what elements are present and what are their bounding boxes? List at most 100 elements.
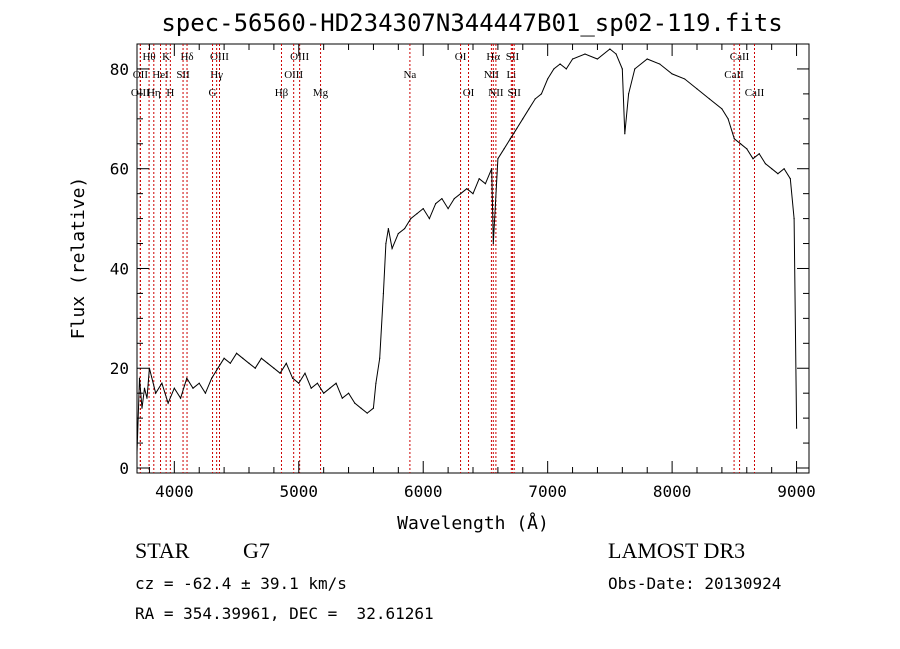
marker-label: CaII (745, 87, 765, 99)
spectrum-point (453, 198, 455, 200)
spectrum-point (167, 402, 169, 404)
spectrum-point (397, 232, 399, 235)
x-tick-label: 6000 (404, 482, 443, 501)
spectrum-point (584, 53, 586, 55)
spectrum-point (260, 357, 263, 359)
spectrum-point (447, 208, 449, 210)
spectrum-point (267, 362, 269, 364)
marker-label: OIII (284, 69, 303, 81)
marker-label: Hα (486, 51, 500, 63)
marker-label: Hθ (142, 51, 155, 63)
y-tick-label: 80 (110, 60, 129, 79)
spectrum-point (403, 227, 406, 230)
spectrum-point (379, 357, 381, 359)
spectrum-point (615, 53, 617, 55)
spectrum-point (186, 377, 188, 379)
marker-label: K (162, 51, 170, 63)
spectrum-point (441, 198, 443, 200)
y-axis-ticks: 0 20 40 60 80 (110, 60, 809, 478)
spectrum-point (565, 68, 567, 70)
spectrum-point (375, 382, 377, 384)
spectrum-point (141, 407, 143, 409)
spectrum-point (382, 292, 384, 295)
spectrum-point (347, 392, 350, 394)
spectrum-point (528, 108, 530, 110)
spectrum-point (148, 367, 151, 369)
spectrum-point (764, 163, 767, 165)
spectrum-point (540, 93, 543, 95)
spectrum-point (739, 143, 742, 145)
spectrum-point (335, 382, 337, 384)
spectrum-point (223, 357, 225, 359)
marker-label: NII (488, 87, 504, 99)
y-tick-label: 20 (110, 359, 129, 378)
spectrum-point (416, 213, 418, 215)
y-tick-label: 0 (119, 459, 129, 478)
spectrum-point (793, 217, 795, 220)
survey-name: LAMOST DR3 (608, 538, 746, 563)
marker-label: OI (455, 51, 467, 63)
marker-label: OIII (290, 51, 309, 63)
x-tick-label: 9000 (777, 482, 816, 501)
spectrum-point (491, 168, 493, 170)
spectrum-point (385, 242, 387, 245)
marker-label: OIII (131, 87, 150, 99)
spectrum-point (727, 118, 729, 120)
spectrum-point (596, 58, 599, 60)
spectrum-point (146, 397, 148, 399)
marker-label: Mg (313, 87, 329, 99)
spectrum-point (387, 227, 389, 230)
spectrum-series-line (136, 48, 798, 454)
spectrum-point (155, 392, 157, 394)
spectrum-point (466, 188, 468, 190)
x-axis-label: Wavelength (Å) (397, 512, 549, 534)
spectrum-point (515, 128, 518, 130)
marker-label: Hη (147, 87, 161, 99)
spectrum-point (624, 133, 626, 135)
x-tick-label: 5000 (280, 482, 319, 501)
spectrum-point (204, 392, 207, 394)
spectrum-point (229, 362, 231, 364)
spectrum-point (198, 382, 200, 384)
marker-label: CaII (724, 69, 744, 81)
spectrum-point (410, 217, 412, 220)
marker-label: H (166, 87, 174, 99)
spectrum-point (192, 387, 194, 389)
spectrum-point (733, 138, 735, 140)
spectrum-point (509, 138, 511, 140)
marker-label: SII (506, 51, 520, 63)
y-tick-label: 60 (110, 160, 129, 179)
spectrum-point (217, 367, 219, 369)
spectrum-point (559, 63, 561, 65)
spectrum-point (627, 93, 630, 95)
spectrum-point (372, 407, 375, 409)
marker-label: Li (506, 69, 516, 81)
spectrum-point (248, 362, 250, 364)
redshift-velocity: cz = -62.4 ± 39.1 km/s (135, 574, 347, 593)
spectrum-point (422, 208, 424, 210)
spectrum-point (484, 183, 487, 185)
spectrum-point (634, 68, 636, 70)
spectrum-point (789, 178, 791, 180)
spectrum-point (752, 158, 754, 160)
spectrum-point (254, 367, 256, 369)
spectrum-point (534, 98, 536, 100)
marker-label: Hβ (275, 87, 289, 99)
marker-label: OI (463, 87, 475, 99)
marker-label: Hγ (210, 69, 223, 81)
spectrum-point (659, 63, 661, 65)
spectrum-point (211, 377, 213, 379)
y-axis-label: Flux (relative) (68, 177, 89, 340)
spectrum-point (173, 387, 175, 389)
spectrum-point (783, 168, 785, 170)
spectrum-point (329, 387, 331, 389)
spectrum-point (478, 178, 480, 180)
coordinates: RA = 354.39961, DEC = 32.61261 (135, 604, 434, 623)
spectrum-point (696, 88, 698, 90)
spectrum-point (354, 402, 356, 404)
y-tick-label: 40 (110, 259, 129, 278)
marker-label: Hδ (180, 51, 193, 63)
spectrum-point (671, 73, 673, 75)
marker-label: SII (507, 87, 521, 99)
spectrum-point (553, 68, 555, 70)
